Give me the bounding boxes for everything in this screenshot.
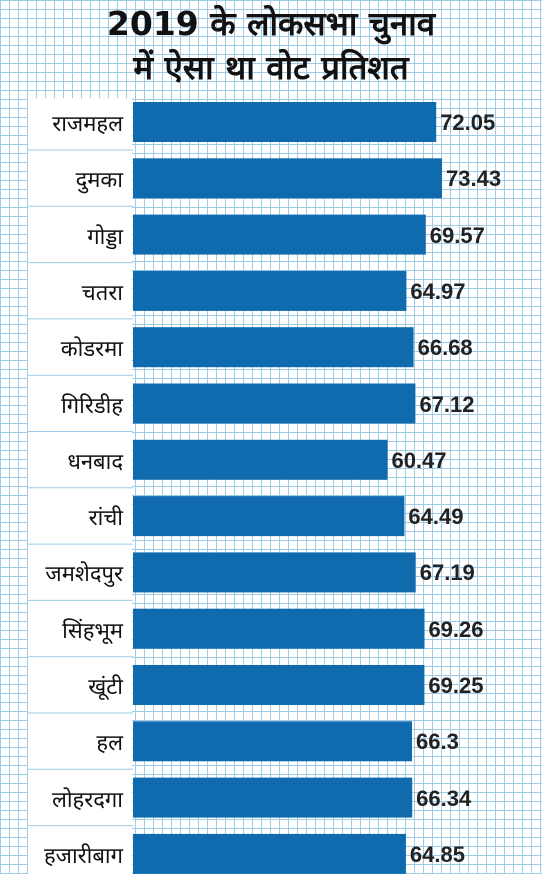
bar bbox=[133, 608, 425, 649]
data-label: 66.34 bbox=[416, 785, 472, 811]
data-label: 60.47 bbox=[391, 447, 447, 473]
bar bbox=[133, 158, 442, 199]
chart-title-line-1: 2019 के लोकसभा चुनाव bbox=[106, 4, 436, 43]
bar bbox=[133, 721, 412, 762]
category-label: चतरा bbox=[81, 280, 123, 306]
bar bbox=[133, 270, 407, 311]
data-label: 66.3 bbox=[415, 729, 459, 755]
category-label: दुमका bbox=[75, 168, 123, 194]
chart-title-line-2: में ऐसा था वोट प्रतिशत bbox=[133, 48, 409, 87]
category-label: गिरिडीह bbox=[61, 393, 123, 419]
bar bbox=[133, 552, 416, 593]
category-label: सिंहभूम bbox=[62, 618, 123, 644]
category-label: हल bbox=[96, 731, 123, 757]
data-label: 69.26 bbox=[428, 616, 484, 642]
data-label: 67.19 bbox=[419, 560, 475, 586]
data-label: 72.05 bbox=[440, 110, 496, 135]
data-label: 69.25 bbox=[428, 673, 484, 698]
data-label: 66.68 bbox=[417, 335, 473, 361]
bar bbox=[133, 214, 426, 255]
category-label: जमशेदपुर bbox=[45, 562, 123, 588]
category-label: खूंटी bbox=[88, 675, 123, 700]
bar bbox=[133, 833, 406, 874]
bar bbox=[133, 777, 413, 818]
category-label: लोहरदगा bbox=[51, 787, 123, 813]
bar bbox=[133, 327, 414, 368]
data-label: 69.57 bbox=[429, 222, 485, 248]
bar bbox=[133, 383, 416, 424]
data-label: 67.12 bbox=[419, 391, 475, 417]
category-label: गोड्डा bbox=[87, 224, 123, 250]
category-label-panel bbox=[28, 98, 132, 874]
data-label: 64.85 bbox=[409, 841, 465, 867]
bar bbox=[133, 665, 425, 705]
chart-title: 2019 के लोकसभा चुनाव में ऐसा था वोट प्रत… bbox=[0, 2, 542, 90]
category-label: रांची bbox=[88, 506, 123, 532]
data-label: 64.97 bbox=[410, 278, 466, 304]
data-label: 64.49 bbox=[408, 504, 464, 530]
bar bbox=[133, 439, 388, 480]
category-label: कोडरमा bbox=[60, 337, 123, 363]
category-label: धनबाद bbox=[67, 449, 123, 475]
category-label: हजारीबाग bbox=[43, 843, 123, 869]
data-label: 73.43 bbox=[446, 166, 502, 192]
category-label: राजमहल bbox=[52, 112, 123, 137]
bar bbox=[133, 496, 405, 537]
bar bbox=[133, 102, 437, 142]
